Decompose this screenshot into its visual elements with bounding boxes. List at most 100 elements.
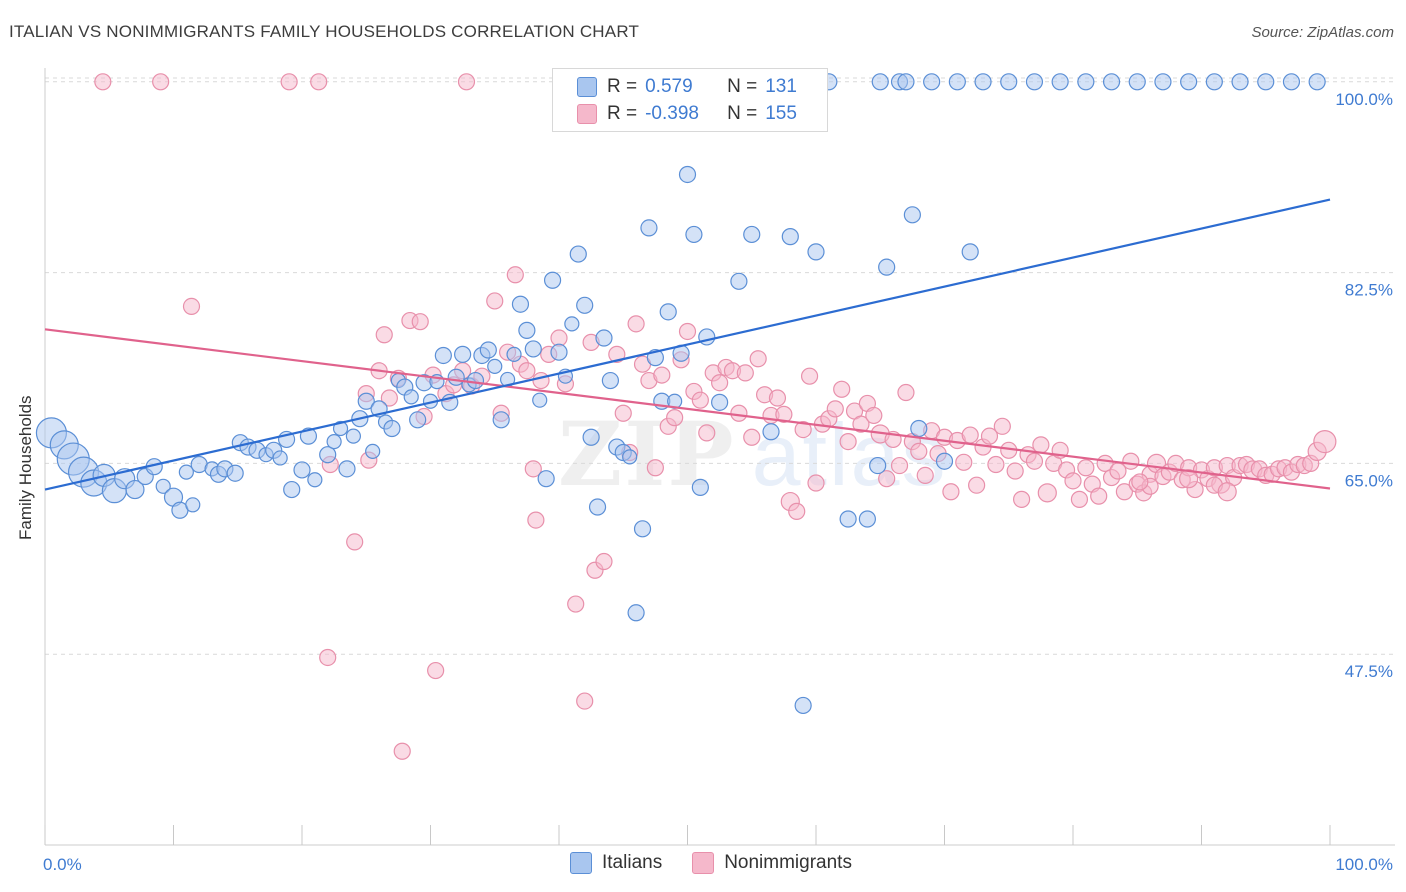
nonimmigrants-point xyxy=(1037,483,1057,503)
italians-trend-line xyxy=(44,198,1331,491)
nonimmigrants-point xyxy=(182,297,201,316)
nonimmigrants-swatch xyxy=(577,104,597,124)
nonimmigrants-point xyxy=(852,415,870,433)
italians-point xyxy=(307,472,323,488)
italians-point xyxy=(543,271,562,289)
trend-lines xyxy=(44,198,1331,491)
nonimmigrants-point xyxy=(1179,469,1199,489)
italians-point xyxy=(659,303,677,321)
italians-point xyxy=(1154,73,1172,91)
nonimmigrants-point xyxy=(1090,487,1108,505)
italians-point xyxy=(781,228,799,246)
nonimmigrants-point xyxy=(524,460,542,478)
nonimmigrants-point xyxy=(833,380,851,398)
nonimmigrants-point xyxy=(527,511,545,529)
nonimmigrants-point xyxy=(1115,483,1134,501)
nonimmigrants-point xyxy=(1006,462,1024,480)
italians-point xyxy=(506,346,522,362)
italians-point xyxy=(1077,73,1095,91)
nonimmigrants-point xyxy=(890,456,909,475)
italians-point xyxy=(595,329,613,347)
italians-r-value: 0.579 xyxy=(645,76,693,97)
nonimmigrants-point xyxy=(666,409,684,427)
nonimmigrants-point xyxy=(457,73,476,91)
italians-point xyxy=(1257,73,1275,91)
italians-point xyxy=(511,295,530,313)
italians-point xyxy=(935,452,954,470)
nonimmigrants-n-value: 155 xyxy=(765,103,797,124)
italians-point xyxy=(272,450,288,466)
correlation-legend: R = 0.579 N = 131 R = -0.398 N = 155 xyxy=(552,68,828,132)
nonimmigrants-point xyxy=(865,406,883,425)
nonimmigrants-point xyxy=(1131,473,1149,491)
italians-point xyxy=(869,456,887,475)
italians-point xyxy=(518,321,536,339)
italians-point xyxy=(479,341,497,359)
nonimmigrants-point xyxy=(698,424,716,442)
italians-point xyxy=(961,243,979,261)
nonimmigrants-point xyxy=(1217,482,1237,502)
nonimmigrants-point xyxy=(646,459,664,477)
legend-item-nonimmigrants[interactable]: Nonimmigrants xyxy=(692,852,852,874)
italians-point xyxy=(640,219,658,237)
nonimmigrants-point xyxy=(1012,490,1031,508)
italians-point xyxy=(357,392,375,410)
nonimmigrants-legend-swatch xyxy=(692,852,715,874)
nonimmigrants-point xyxy=(653,366,671,384)
nonimmigrants-point xyxy=(411,313,429,331)
nonimmigrants-point xyxy=(916,466,934,484)
nonimmigrants-point xyxy=(1025,452,1044,470)
nonimmigrants-point xyxy=(518,362,536,380)
italians-point xyxy=(409,411,427,429)
nonimmigrants-trend-line xyxy=(44,328,1331,490)
y-tick-label: 100.0% xyxy=(1335,90,1393,109)
nonimmigrants-points xyxy=(94,73,1337,760)
italians-point xyxy=(588,498,607,516)
italians-point xyxy=(319,446,337,464)
italians-point xyxy=(155,478,171,494)
nonimmigrants-point xyxy=(878,470,896,488)
italians-point xyxy=(903,206,921,224)
italians-point xyxy=(1000,73,1018,91)
nonimmigrants-point xyxy=(614,404,632,422)
italians-point xyxy=(627,604,645,622)
nonimmigrants-point xyxy=(987,455,1005,474)
italians-legend-label: Italians xyxy=(602,852,663,873)
italians-point xyxy=(434,346,452,365)
italians-point xyxy=(633,520,652,538)
r-label: R = xyxy=(607,76,638,97)
italians-swatch xyxy=(577,77,597,97)
nonimmigrants-point xyxy=(346,533,364,551)
nonimmigrants-point xyxy=(839,432,857,451)
italians-point xyxy=(226,464,244,482)
nonimmigrants-point xyxy=(910,442,928,461)
legend-item-italians[interactable]: Italians xyxy=(570,852,662,874)
italians-point xyxy=(332,420,349,437)
x-tick-label-end: 100.0% xyxy=(1335,855,1393,874)
nonimmigrants-point xyxy=(1070,490,1089,508)
nonimmigrants-point xyxy=(800,367,819,385)
nonimmigrants-point xyxy=(1077,459,1095,477)
italians-point xyxy=(730,272,748,290)
nonimmigrants-point xyxy=(152,73,170,91)
italians-point xyxy=(948,73,966,91)
italians-point xyxy=(711,393,729,411)
italians-point xyxy=(365,443,381,460)
italians-point xyxy=(1308,73,1326,91)
italians-point xyxy=(839,510,857,528)
nonimmigrants-point xyxy=(826,400,844,418)
nonimmigrants-point xyxy=(94,73,112,91)
italians-point xyxy=(492,411,510,429)
nonimmigrants-point xyxy=(380,389,398,407)
nonimmigrants-point xyxy=(486,292,504,310)
n-label: N = xyxy=(727,103,758,124)
italians-point xyxy=(293,461,311,479)
y-tick-label: 82.5% xyxy=(1345,281,1393,300)
italians-point xyxy=(743,225,761,244)
italians-point xyxy=(454,345,472,363)
nonimmigrants-point xyxy=(375,326,393,344)
series-legend: Italians Nonimmigrants xyxy=(570,852,882,874)
italians-n-value: 131 xyxy=(765,76,797,97)
nonimmigrants-point xyxy=(897,383,915,402)
